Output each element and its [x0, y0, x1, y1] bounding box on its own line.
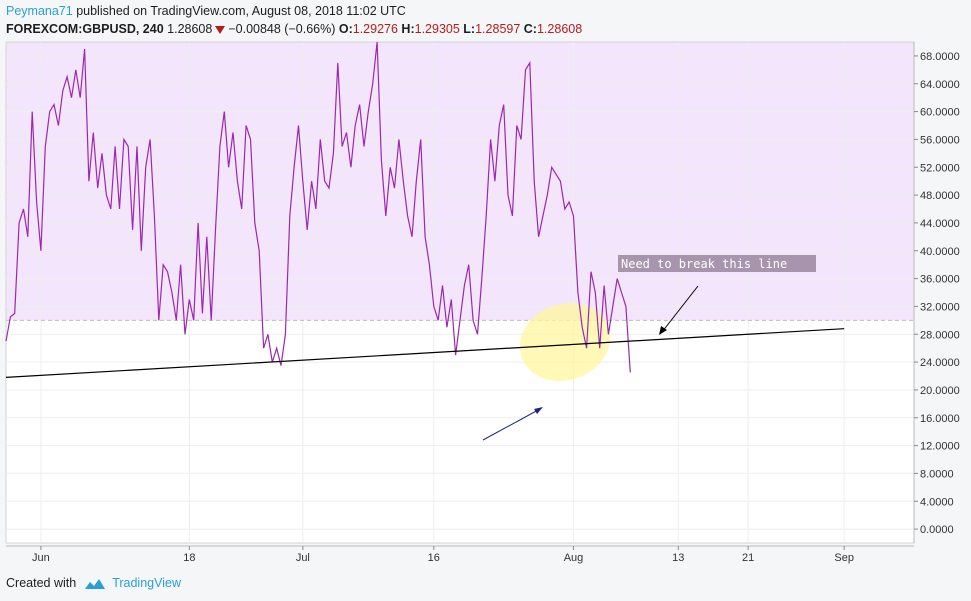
- annotation-text: Need to break this line: [621, 257, 787, 271]
- close-label: C:: [523, 22, 537, 36]
- author-link[interactable]: Peymana71: [6, 4, 73, 18]
- y-tick-label: 32.0000: [920, 301, 960, 313]
- high-value: 1.29305: [414, 22, 460, 36]
- open-label: O:: [338, 22, 353, 36]
- y-tick-label: 0.0000: [920, 524, 954, 536]
- black-arrow[interactable]: [661, 285, 699, 333]
- symbol-name: FOREXCOM:GBPUSD, 240: [6, 22, 164, 36]
- time-axis[interactable]: Jun 18 Jul 16 Aug 13 21 Sep: [32, 546, 854, 564]
- y-tick-label: 20.0000: [920, 385, 960, 397]
- low-value: 1.28597: [475, 22, 521, 36]
- symbol-line: FOREXCOM:GBPUSD, 240 1.28608 −0.00848 (−0…: [6, 22, 582, 36]
- y-tick-label: 24.0000: [920, 357, 960, 369]
- x-tick-label: 21: [742, 552, 754, 564]
- open-value: 1.29276: [352, 22, 398, 36]
- footer: Created with TradingView: [6, 576, 181, 590]
- x-tick-label: Aug: [564, 552, 584, 564]
- black-arrow-head: [659, 326, 667, 335]
- low-label: L:: [463, 22, 476, 36]
- grid: [6, 42, 914, 543]
- x-tick-label: Jul: [296, 552, 310, 564]
- blue-arrow-head: [534, 407, 543, 414]
- annotation-box[interactable]: [618, 255, 816, 272]
- price-change: −0.00848 (−0.66%): [228, 22, 336, 36]
- blue-arrow[interactable]: [482, 408, 541, 441]
- high-label: H:: [401, 22, 415, 36]
- price-axis[interactable]: 0.0000 4.0000 8.0000 12.0000 16.0000 20.0000 2…: [914, 51, 960, 536]
- publish-info: published on TradingView.com, August 08,…: [76, 4, 406, 18]
- close-value: 1.28608: [536, 22, 583, 36]
- y-tick-label: 68.0000: [920, 51, 960, 63]
- tradingview-link[interactable]: TradingView: [112, 576, 181, 590]
- indicator-line: [5, 41, 631, 373]
- y-tick-label: 56.0000: [920, 134, 960, 146]
- x-tick-label: 13: [672, 552, 684, 564]
- overbought-zone: [6, 42, 914, 321]
- last-price: 1.28608: [167, 22, 213, 36]
- y-tick-label: 52.0000: [920, 162, 960, 174]
- created-with: Created with: [6, 576, 77, 590]
- y-tick-label: 12.0000: [920, 441, 960, 453]
- y-tick-label: 4.0000: [920, 496, 954, 508]
- x-tick-label: Sep: [834, 552, 854, 564]
- x-tick-label: 18: [183, 552, 195, 564]
- publish-line: Peymana71 published on TradingView.com, …: [6, 4, 406, 18]
- x-tick-label: Jun: [32, 552, 50, 564]
- y-tick-label: 8.0000: [920, 468, 954, 480]
- y-tick-label: 64.0000: [920, 79, 960, 91]
- tradingview-logo-icon: [85, 578, 106, 589]
- y-tick-label: 44.0000: [920, 218, 960, 230]
- x-tick-label: 16: [428, 552, 440, 564]
- y-tick-label: 48.0000: [920, 190, 960, 202]
- down-triangle-icon: [215, 25, 226, 34]
- y-tick-label: 28.0000: [920, 329, 960, 341]
- y-tick-label: 60.0000: [920, 107, 960, 119]
- y-tick-label: 16.0000: [920, 413, 960, 425]
- y-tick-label: 40.0000: [920, 246, 960, 258]
- trendline[interactable]: [5, 328, 845, 378]
- y-tick-label: 36.0000: [920, 274, 960, 286]
